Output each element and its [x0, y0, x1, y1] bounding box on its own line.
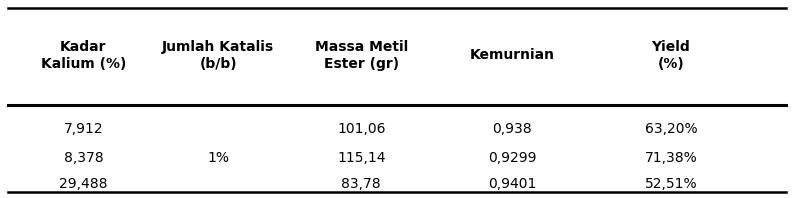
- Text: 7,912: 7,912: [64, 122, 103, 136]
- Text: Massa Metil
Ester (gr): Massa Metil Ester (gr): [314, 40, 408, 71]
- Text: Jumlah Katalis
(b/b): Jumlah Katalis (b/b): [162, 40, 275, 71]
- Text: 52,51%: 52,51%: [645, 177, 697, 191]
- Text: 83,78: 83,78: [341, 177, 381, 191]
- Text: 115,14: 115,14: [337, 151, 386, 165]
- Text: 71,38%: 71,38%: [645, 151, 697, 165]
- Text: 101,06: 101,06: [337, 122, 386, 136]
- Text: 8,378: 8,378: [64, 151, 103, 165]
- Text: Kemurnian: Kemurnian: [469, 49, 555, 62]
- Text: 63,20%: 63,20%: [645, 122, 697, 136]
- Text: 29,488: 29,488: [59, 177, 108, 191]
- Text: Yield
(%): Yield (%): [652, 40, 690, 71]
- Text: 0,9401: 0,9401: [488, 177, 536, 191]
- Text: 1%: 1%: [207, 151, 229, 165]
- Text: 0,938: 0,938: [492, 122, 532, 136]
- Text: 0,9299: 0,9299: [488, 151, 537, 165]
- Text: Kadar
Kalium (%): Kadar Kalium (%): [40, 40, 126, 71]
